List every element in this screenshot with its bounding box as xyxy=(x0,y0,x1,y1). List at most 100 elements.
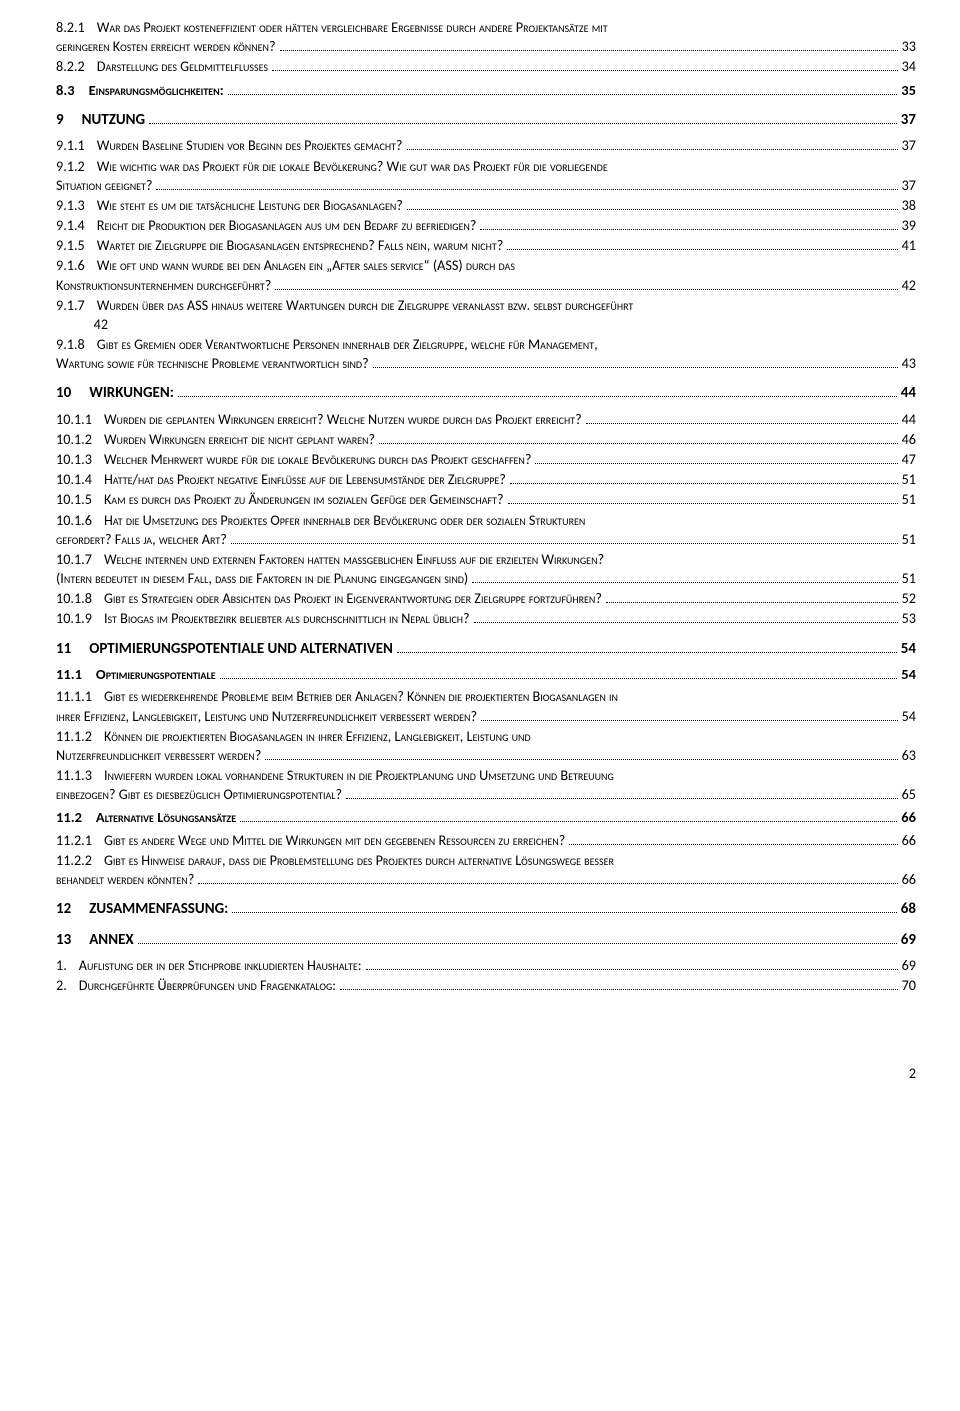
toc-entry: 10.1.4Hatte/hat das Projekt negative Ein… xyxy=(56,470,916,489)
toc-page: 65 xyxy=(902,785,916,804)
toc-title: Wie wichtig war das Projekt für die loka… xyxy=(97,157,608,176)
toc-title: Gibt es Hinweise darauf, dass die Proble… xyxy=(104,851,614,870)
toc-page: 44 xyxy=(901,383,916,403)
toc-leader xyxy=(373,358,898,369)
toc-leader xyxy=(586,413,898,424)
toc-number: 10.1.2 xyxy=(56,430,104,449)
toc-entry: 8.2.2Darstellung des Geldmittelflusses 34 xyxy=(56,57,916,76)
toc-title: Alternative Lösungsansätze xyxy=(96,808,236,828)
toc-number: 9.1.3 xyxy=(56,196,97,215)
toc-number: 9 xyxy=(56,110,82,130)
toc-page: 43 xyxy=(902,354,916,373)
toc-entry: 9.1.1Wurden Baseline Studien vor Beginn … xyxy=(56,136,916,155)
toc-entry: 11.1.1Gibt es wiederkehrende Probleme be… xyxy=(56,687,916,725)
toc-leader xyxy=(569,834,897,845)
toc-leader xyxy=(379,433,898,444)
toc-title-cont: behandelt werden könnten? xyxy=(56,870,194,889)
toc-page: 51 xyxy=(902,470,916,489)
toc-number: 9.1.2 xyxy=(56,157,97,176)
toc-entry: 10.1.1Wurden die geplanten Wirkungen err… xyxy=(56,410,916,429)
toc-number: 9.1.7 xyxy=(56,296,97,315)
toc-number: 10 xyxy=(56,383,89,403)
toc-entry: 9.1.2Wie wichtig war das Projekt für die… xyxy=(56,157,916,195)
toc-leader xyxy=(397,641,897,652)
toc-title: Gibt es andere Wege und Mittel die Wirku… xyxy=(104,831,565,850)
toc-number: 9.1.4 xyxy=(56,216,97,235)
toc-entry: 11.1Optimierungspotentiale54 xyxy=(56,665,916,685)
toc-number: 8.3 xyxy=(56,81,89,101)
toc-page: 70 xyxy=(902,976,916,995)
toc-title: Wurden über das ASS hinaus weitere Wartu… xyxy=(97,296,634,315)
toc-number: 11.1.3 xyxy=(56,766,104,785)
toc-title: Wurden Wirkungen erreicht die nicht gepl… xyxy=(104,430,375,449)
toc-number: 12 xyxy=(56,899,89,919)
toc-title: Wie steht es um die tatsächliche Leistun… xyxy=(97,196,403,215)
toc-title: Reicht die Produktion der Biogasanlagen … xyxy=(97,216,477,235)
toc-leader xyxy=(178,386,897,397)
toc-number: 11.1 xyxy=(56,665,96,685)
toc-number: 2. xyxy=(56,976,79,995)
toc-entry: 11.1.2Können die projektierten Biogasanl… xyxy=(56,727,916,765)
toc-number: 8.2.1 xyxy=(56,18,97,37)
toc-page: 37 xyxy=(901,110,916,130)
toc-title: OPTIMIERUNGSPOTENTIALE UND ALTERNATIVEN xyxy=(89,639,393,659)
toc-title: ANNEX xyxy=(89,930,133,950)
toc-entry: 10.1.9Ist Biogas im Projektbezirk belieb… xyxy=(56,609,916,628)
toc-leader xyxy=(272,61,898,72)
toc-leader xyxy=(265,749,897,760)
toc-leader xyxy=(280,41,898,52)
toc-number: 11.1.1 xyxy=(56,687,104,706)
toc-leader xyxy=(407,140,898,151)
toc-entry: 13ANNEX69 xyxy=(56,930,916,950)
toc-page: 68 xyxy=(901,899,916,919)
toc-title: WIRKUNGEN: xyxy=(89,383,174,403)
toc-leader xyxy=(228,84,898,95)
toc-number: 8.2.2 xyxy=(56,57,97,76)
toc-number: 9.1.8 xyxy=(56,335,97,354)
toc-leader xyxy=(138,932,897,943)
toc-number: 10.1.5 xyxy=(56,490,104,509)
toc-title-cont: gefordert? Falls ja, welcher Art? xyxy=(56,530,227,549)
toc-entry: 9NUTZUNG37 xyxy=(56,110,916,130)
toc-page: 69 xyxy=(902,956,916,975)
toc-leader xyxy=(472,572,897,583)
toc-page: 34 xyxy=(902,57,916,76)
toc-page: 37 xyxy=(902,176,916,195)
toc-title: Welcher Mehrwert wurde für die lokale Be… xyxy=(104,450,532,469)
toc-entry: 9.1.4Reicht die Produktion der Biogasanl… xyxy=(56,216,916,235)
toc-leader xyxy=(231,533,898,544)
toc-leader xyxy=(510,474,898,485)
toc-leader xyxy=(275,279,897,290)
toc-leader xyxy=(240,812,897,823)
toc-number: 11.1.2 xyxy=(56,727,104,746)
toc-entry: 9.1.3Wie steht es um die tatsächliche Le… xyxy=(56,196,916,215)
toc-title: Auflistung der in der Stichprobe inkludi… xyxy=(79,956,362,975)
toc-leader xyxy=(407,199,898,210)
toc-number: 11.2.2 xyxy=(56,851,104,870)
toc-page: 66 xyxy=(902,831,916,850)
toc-title: Inwiefern wurden lokal vorhandene Strukt… xyxy=(104,766,614,785)
toc-leader xyxy=(346,789,898,800)
toc-entry: 8.3Einsparungsmöglichkeiten:35 xyxy=(56,81,916,101)
toc-page: 51 xyxy=(902,569,916,588)
toc-entry: 11OPTIMIERUNGSPOTENTIALE UND ALTERNATIVE… xyxy=(56,639,916,659)
toc-page: 54 xyxy=(901,665,916,685)
toc-title: Darstellung des Geldmittelflusses xyxy=(97,57,268,76)
toc-title: Gibt es Strategien oder Absichten das Pr… xyxy=(104,589,602,608)
toc-page: 51 xyxy=(902,530,916,549)
toc-number: 10.1.3 xyxy=(56,450,104,469)
toc-leader xyxy=(606,593,898,604)
toc-title: Hatte/hat das Projekt negative Einflüsse… xyxy=(104,470,506,489)
toc-page: 39 xyxy=(902,216,916,235)
toc-entry: 9.1.8Gibt es Gremien oder Verantwortlich… xyxy=(56,335,916,373)
toc-leader xyxy=(149,113,897,124)
toc-leader xyxy=(198,874,897,885)
toc-title: Gibt es wiederkehrende Probleme beim Bet… xyxy=(104,687,618,706)
toc-entry: 10.1.8Gibt es Strategien oder Absichten … xyxy=(56,589,916,608)
toc-title: Ist Biogas im Projektbezirk beliebter al… xyxy=(104,609,470,628)
toc-title: Gibt es Gremien oder Verantwortliche Per… xyxy=(97,335,598,354)
toc-page: 54 xyxy=(901,639,916,659)
page-number: 2 xyxy=(909,1065,916,1082)
toc-page: 52 xyxy=(902,589,916,608)
toc-page: 66 xyxy=(901,808,916,828)
